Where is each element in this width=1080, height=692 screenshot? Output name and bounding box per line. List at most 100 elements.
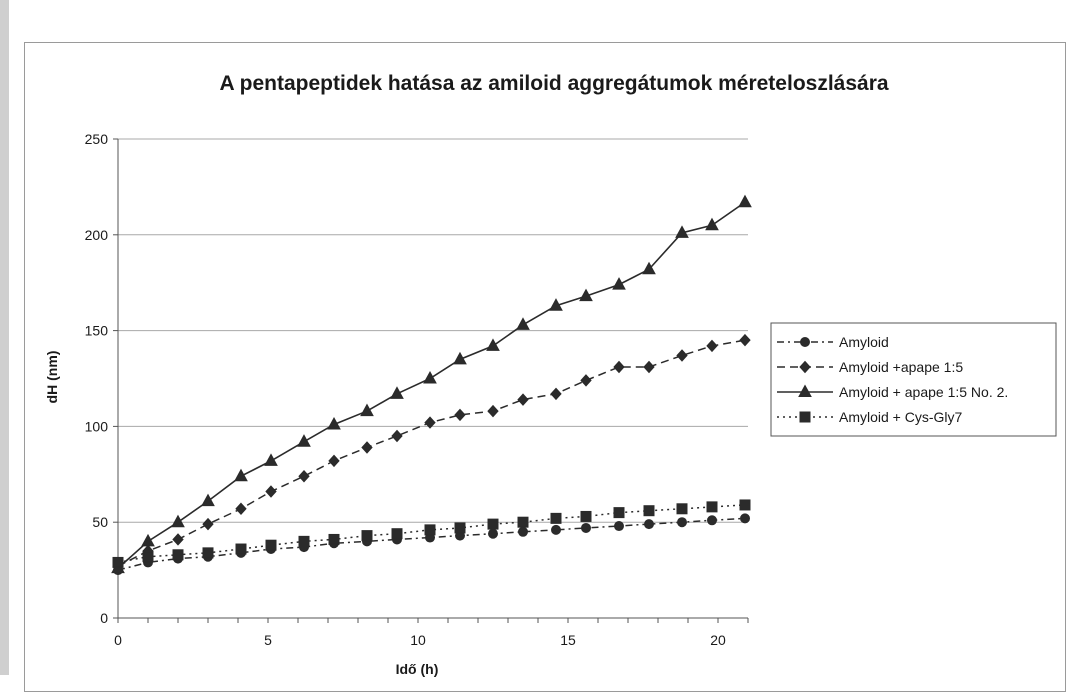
- data-point-triangle: [390, 386, 404, 399]
- data-point-diamond: [706, 339, 718, 353]
- series-3: [112, 499, 751, 568]
- data-point-circle: [488, 528, 498, 539]
- data-point-diamond: [487, 404, 499, 418]
- data-point-diamond: [643, 360, 655, 374]
- data-point-triangle: [486, 338, 500, 351]
- data-point-square: [142, 551, 154, 563]
- data-point-triangle: [453, 351, 467, 365]
- data-point-triangle: [360, 403, 374, 417]
- grid-layer: [118, 138, 748, 523]
- data-point-diamond: [454, 408, 466, 422]
- data-point-square: [550, 512, 562, 524]
- data-point-square: [265, 539, 277, 551]
- y-tick-label: 50: [92, 514, 108, 530]
- series-2: [111, 194, 752, 574]
- data-point-square: [613, 507, 625, 519]
- data-point-circle: [614, 521, 624, 532]
- data-point-square: [454, 522, 466, 534]
- data-point-square: [580, 510, 592, 522]
- data-point-triangle: [738, 194, 752, 208]
- data-point-diamond: [172, 533, 184, 546]
- series-layer: [111, 194, 752, 576]
- data-point-diamond: [202, 517, 214, 531]
- data-point-square: [361, 530, 373, 542]
- data-point-diamond: [424, 416, 436, 429]
- legend-label: Amyloid + Cys-Gly7: [839, 409, 963, 425]
- data-point-diamond: [265, 485, 277, 498]
- data-point-triangle: [327, 416, 341, 430]
- data-point-square: [739, 499, 751, 511]
- data-point-circle: [644, 519, 654, 530]
- data-point-square: [706, 501, 718, 513]
- y-tick-label: 0: [100, 610, 108, 626]
- data-point-triangle: [612, 277, 626, 290]
- data-point-triangle: [516, 317, 530, 330]
- data-point-circle: [677, 517, 687, 528]
- y-tick-label: 200: [85, 227, 109, 243]
- chart-svg: A pentapeptidek hatása az amiloid aggreg…: [44, 72, 1057, 677]
- x-tick-label: 20: [710, 632, 726, 648]
- data-point-diamond: [580, 374, 592, 387]
- legend-label: Amyloid: [839, 334, 889, 350]
- data-point-triangle: [171, 514, 185, 528]
- data-point-square: [235, 543, 247, 555]
- data-point-square: [172, 549, 184, 561]
- y-tick-label: 100: [85, 418, 109, 434]
- data-point-triangle: [141, 533, 155, 547]
- data-point-triangle: [423, 370, 437, 384]
- data-point-square: [517, 516, 529, 528]
- legend-entry-1: Amyloid +apape 1:5: [777, 359, 963, 375]
- legend-marker-square: [799, 411, 811, 423]
- data-point-square: [487, 518, 499, 530]
- data-point-square: [424, 524, 436, 536]
- legend: Amyloid Amyloid +apape 1:5 Amyloid + apape…: [770, 322, 1057, 437]
- page-edge-strip: [0, 0, 9, 675]
- x-tick-label: 10: [410, 632, 426, 648]
- data-point-diamond: [550, 387, 562, 401]
- x-axis-title: Idő (h): [396, 661, 439, 677]
- legend-label: Amyloid +apape 1:5: [839, 359, 963, 375]
- data-point-diamond: [517, 393, 529, 406]
- data-point-diamond: [613, 360, 625, 374]
- legend-entry-3: Amyloid + Cys-Gly7: [777, 409, 963, 425]
- data-point-square: [328, 533, 340, 545]
- x-tick-label: 5: [264, 632, 272, 648]
- data-point-circle: [581, 522, 591, 533]
- legend-label: Amyloid + apape 1:5 No. 2.: [839, 384, 1008, 400]
- data-point-diamond: [391, 429, 403, 443]
- legend-entry-0: Amyloid: [777, 334, 889, 350]
- data-point-diamond: [361, 441, 373, 454]
- data-point-circle: [551, 524, 561, 535]
- x-tick-label: 15: [560, 632, 576, 648]
- legend-marker-circle: [800, 337, 810, 347]
- data-point-diamond: [235, 502, 247, 516]
- data-point-diamond: [676, 349, 688, 362]
- axis-layer: 0 50 100 150 200 250 0 5 10 15 20: [85, 131, 749, 648]
- data-point-triangle: [201, 493, 215, 507]
- data-point-triangle: [234, 468, 248, 482]
- legend-box: [770, 322, 1057, 437]
- data-point-triangle: [264, 453, 278, 466]
- data-point-square: [112, 556, 124, 568]
- data-point-diamond: [739, 333, 751, 347]
- chart-title: A pentapeptidek hatása az amiloid aggreg…: [219, 72, 888, 95]
- data-point-triangle: [642, 261, 656, 275]
- y-axis-title: dH (nm): [44, 351, 60, 404]
- y-tick-label: 150: [85, 323, 109, 339]
- data-point-square: [391, 528, 403, 540]
- data-point-square: [202, 547, 214, 559]
- x-tick-label: 0: [114, 632, 122, 648]
- data-point-diamond: [298, 469, 310, 483]
- data-point-diamond: [328, 454, 340, 468]
- y-tick-label: 250: [85, 131, 109, 147]
- data-point-circle: [707, 515, 717, 526]
- data-point-square: [298, 535, 310, 547]
- data-point-circle: [740, 513, 750, 524]
- data-point-square: [676, 503, 688, 515]
- series-line-0: [117, 517, 746, 571]
- legend-marker-triangle: [798, 384, 812, 397]
- data-point-triangle: [549, 298, 563, 311]
- data-point-triangle: [675, 225, 689, 238]
- data-point-triangle: [579, 288, 593, 302]
- legend-entry-2: Amyloid + apape 1:5 No. 2.: [777, 384, 1008, 400]
